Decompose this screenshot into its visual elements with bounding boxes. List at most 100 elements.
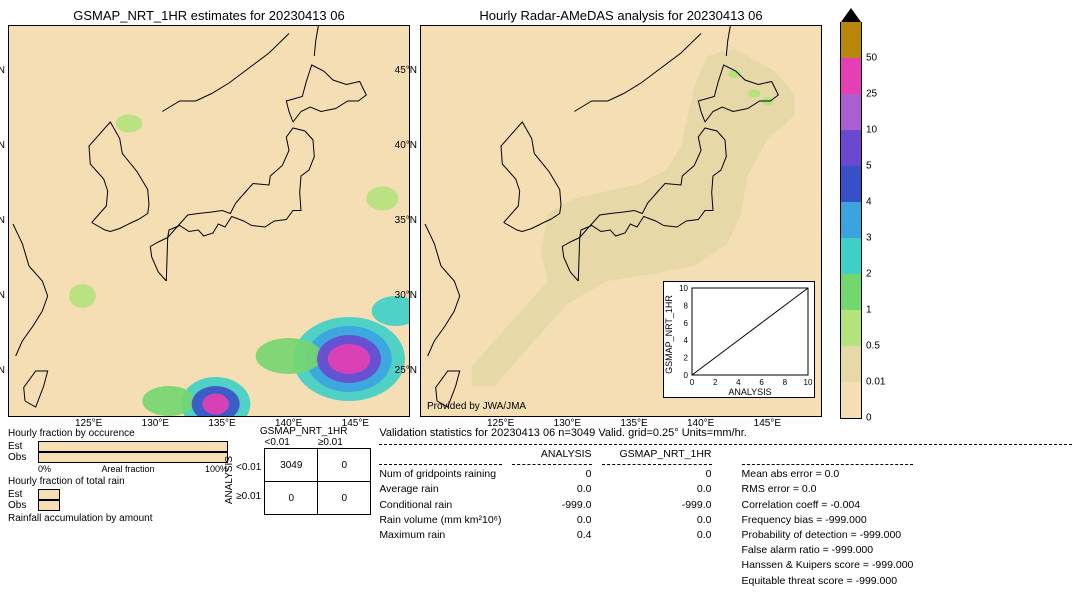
left-map-panel: GSMAP_NRT_1HR estimates for 20230413 06 … <box>8 8 410 418</box>
frac-tot-title: Hourly fraction of total rain <box>8 476 228 487</box>
colorbar-label: 5 <box>866 161 872 172</box>
stats-col-header: ANALYSIS <box>512 447 592 462</box>
stats-table: Num of gridpoints rainingAverage rainCon… <box>379 447 711 589</box>
colorbar-label: 25 <box>866 89 877 100</box>
x-tick: 125°E <box>75 418 102 429</box>
colorbar-label: 50 <box>866 53 877 64</box>
ct-col-label: GSMAP_NRT_1HR <box>236 426 371 437</box>
frac-row: Obs <box>8 452 228 463</box>
colorbar-seg <box>840 22 862 58</box>
contingency-table: GSMAP_NRT_1HR<0.01≥0.01<0.01≥0.013049000… <box>236 426 371 589</box>
colorbar-seg <box>840 274 862 310</box>
y-tick: 25°N <box>395 365 417 376</box>
x-tick: 145°E <box>754 418 781 429</box>
y-tick: 35°N <box>0 215 5 226</box>
left-map: 125°E130°E135°E140°E145°E25°N30°N35°N40°… <box>8 25 410 417</box>
stats-val: -999.0 <box>512 498 592 513</box>
x-tick: 130°E <box>142 418 169 429</box>
colorbar-label: 0.5 <box>866 341 880 352</box>
ct-row-header: ≥0.01 <box>236 491 261 502</box>
stats-val: -999.0 <box>602 498 712 513</box>
stats-metric: Frequency bias = -999.000 <box>742 513 914 528</box>
colorbar-seg <box>840 346 862 382</box>
fractions-panel: Hourly fraction by occurenceEstObs0%Area… <box>8 426 228 589</box>
ct-grid: 3049000 <box>264 448 371 515</box>
frac-occ-title: Hourly fraction by occurence <box>8 428 228 439</box>
stats-row-label: Maximum rain <box>379 528 501 543</box>
x-tick: 125°E <box>487 418 514 429</box>
frac-row: Est <box>8 489 228 500</box>
stats-metric: Probability of detection = -999.000 <box>742 528 914 543</box>
right-map: 00224466881010ANALYSISGSMAP_NRT_1HR Prov… <box>420 25 822 417</box>
stats-row-label: Conditional rain <box>379 498 501 513</box>
svg-text:10: 10 <box>804 378 813 387</box>
stats-metrics: Mean abs error = 0.0RMS error = 0.0Corre… <box>742 447 914 589</box>
y-tick: 40°N <box>0 140 5 151</box>
stats-metric: Mean abs error = 0.0 <box>742 467 914 482</box>
frac-xlabel: Areal fraction <box>101 464 154 474</box>
stats-row-label: Rain volume (mm km²10⁶) <box>379 513 501 528</box>
svg-text:6: 6 <box>684 319 689 328</box>
stats-metric: Correlation coeff = -0.004 <box>742 498 914 513</box>
svg-text:10: 10 <box>679 284 688 293</box>
stats-val: 0.0 <box>512 513 592 528</box>
svg-text:2: 2 <box>684 354 689 363</box>
y-tick: 40°N <box>395 140 417 151</box>
x-tick: 140°E <box>687 418 714 429</box>
right-map-panel: Hourly Radar-AMeDAS analysis for 2023041… <box>420 8 822 418</box>
colorbar-seg <box>840 202 862 238</box>
inset-scatter: 00224466881010ANALYSISGSMAP_NRT_1HR <box>663 281 815 398</box>
svg-text:2: 2 <box>713 378 718 387</box>
stats-metric: Hanssen & Kuipers score = -999.000 <box>742 558 914 573</box>
x-tick: 135°E <box>620 418 647 429</box>
stats-metric: Equitable threat score = -999.000 <box>742 574 914 589</box>
ct-col-header: ≥0.01 <box>318 437 343 448</box>
stats-title: Validation statistics for 20230413 06 n=… <box>379 426 1072 442</box>
frac-row: Obs <box>8 500 228 511</box>
credit-label: Provided by JWA/JMA <box>427 401 526 412</box>
colorbar-label: 0.01 <box>866 377 885 388</box>
colorbar-label: 3 <box>866 233 872 244</box>
svg-text:6: 6 <box>759 378 764 387</box>
colorbar-label: 4 <box>866 197 872 208</box>
y-tick: 30°N <box>395 290 417 301</box>
frac-row: Est <box>8 441 228 452</box>
left-map-svg <box>9 26 409 416</box>
stats-val: 0.4 <box>512 528 592 543</box>
ct-row-label: ANALYSIS <box>224 456 235 504</box>
stats-metric: RMS error = 0.0 <box>742 482 914 497</box>
colorbar-seg <box>840 238 862 274</box>
frac-accum-title: Rainfall accumulation by amount <box>8 513 228 524</box>
svg-text:0: 0 <box>690 378 695 387</box>
stats-val: 0.0 <box>602 528 712 543</box>
x-tick: 135°E <box>208 418 235 429</box>
colorbar-label: 2 <box>866 269 872 280</box>
stats-metric: False alarm ratio = -999.000 <box>742 543 914 558</box>
colorbar-seg <box>840 310 862 346</box>
stats-val: 0.0 <box>602 482 712 497</box>
ct-cell: 0 <box>318 482 371 515</box>
stats-val: 0 <box>512 467 592 482</box>
svg-text:GSMAP_NRT_1HR: GSMAP_NRT_1HR <box>664 295 674 374</box>
stats-val: 0.0 <box>602 513 712 528</box>
svg-text:8: 8 <box>684 301 689 310</box>
svg-text:4: 4 <box>736 378 741 387</box>
svg-text:ANALYSIS: ANALYSIS <box>728 387 771 397</box>
ct-col-header: <0.01 <box>265 437 290 448</box>
colorbar-label: 0 <box>866 413 872 424</box>
y-tick: 30°N <box>0 290 5 301</box>
svg-text:0: 0 <box>684 371 689 380</box>
y-tick: 45°N <box>0 65 5 76</box>
colorbar-label: 10 <box>866 125 877 136</box>
ct-cell: 0 <box>265 482 318 515</box>
colorbar-label: 1 <box>866 305 872 316</box>
ct-cell: 0 <box>318 449 371 482</box>
stats-val: 0 <box>602 467 712 482</box>
colorbar-seg <box>840 94 862 130</box>
stats-val: 0.0 <box>512 482 592 497</box>
y-tick: 35°N <box>395 215 417 226</box>
x-tick: 130°E <box>554 418 581 429</box>
left-map-title: GSMAP_NRT_1HR estimates for 20230413 06 <box>8 8 410 23</box>
stats-row-label: Average rain <box>379 482 501 497</box>
svg-text:4: 4 <box>684 336 689 345</box>
